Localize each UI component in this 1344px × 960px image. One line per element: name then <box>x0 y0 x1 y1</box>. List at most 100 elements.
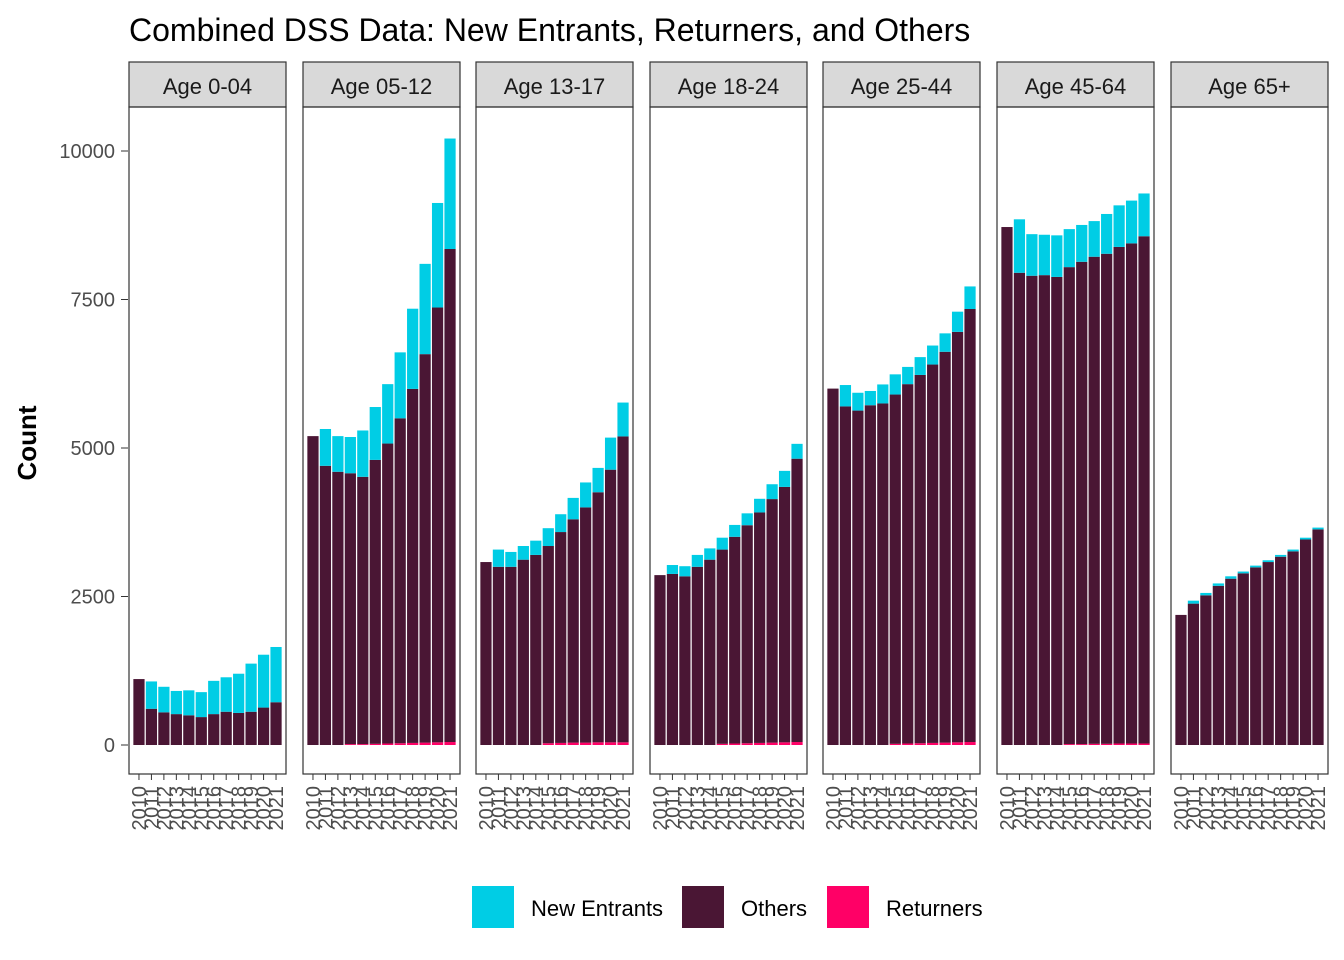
y-axis: 0 2500 5000 7500 10000 <box>59 141 128 757</box>
bar-new-entrants <box>369 407 381 460</box>
bar-others <box>1051 276 1063 745</box>
bar-others <box>492 566 505 745</box>
bar-new-entrants <box>270 646 282 703</box>
x-tick-label: 2016 <box>1072 786 1094 831</box>
x-tick-label: 2015 <box>712 786 734 831</box>
chart-title: Combined DSS Data: New Entrants, Returne… <box>129 12 970 48</box>
bar-others <box>431 307 444 743</box>
x-tick-label: 2019 <box>1283 786 1305 831</box>
bar-others <box>245 711 257 745</box>
x-tick-label: 2010 <box>997 786 1019 831</box>
x-tick-label: 2014 <box>700 786 722 831</box>
bar-new-entrants <box>1187 600 1200 604</box>
facet-panel: Age 05-122010201120122013201420152016201… <box>302 61 462 831</box>
x-tick-label: 2015 <box>191 786 213 831</box>
bar-returners <box>592 742 604 745</box>
bar-new-entrants <box>1275 554 1287 557</box>
bar-new-entrants <box>419 263 431 355</box>
x-tick-label: 2017 <box>1258 786 1280 831</box>
bar-new-entrants <box>592 467 604 493</box>
bar-returners <box>444 742 456 745</box>
facet-panel: Age 65+201020112012201320142015201620172… <box>1170 61 1330 831</box>
bar-others <box>444 249 456 743</box>
x-tick-label: 2012 <box>1022 786 1044 831</box>
bar-new-entrants <box>319 428 332 466</box>
bar-returners <box>369 743 381 745</box>
bar-others <box>344 473 356 745</box>
bar-new-entrants <box>741 513 753 526</box>
bar-returners <box>902 743 914 745</box>
bar-others <box>778 486 791 743</box>
x-tick-label: 2020 <box>948 786 970 831</box>
bar-others <box>1275 556 1287 745</box>
x-tick-label: 2020 <box>775 786 797 831</box>
facet-panel: Age 45-642010201120122013201420152016201… <box>996 61 1156 831</box>
legend-label: Returners <box>886 896 983 921</box>
bar-new-entrants <box>1088 221 1100 257</box>
x-tick-label: 2013 <box>166 786 188 831</box>
bar-new-entrants <box>145 681 158 709</box>
facet-strip-label: Age 25-44 <box>851 74 953 99</box>
bar-new-entrants <box>220 677 232 712</box>
x-tick-label: 2016 <box>898 786 920 831</box>
bar-others <box>864 405 876 745</box>
bar-returners <box>778 742 791 745</box>
bar-others <box>170 714 182 745</box>
x-tick-label: 2011 <box>1183 786 1205 829</box>
bar-returners <box>407 742 419 745</box>
x-tick-label: 2010 <box>476 786 498 831</box>
legend-swatch <box>682 886 724 928</box>
x-tick-label: 2014 <box>353 786 375 831</box>
bar-others <box>307 436 319 745</box>
bar-others <box>158 712 170 745</box>
bar-others <box>679 576 691 745</box>
bar-others <box>914 374 926 744</box>
bar-new-entrants <box>939 333 951 352</box>
y-tick-label: 10000 <box>59 141 115 163</box>
legend-item: New Entrants <box>472 886 663 928</box>
bar-new-entrants <box>505 551 517 567</box>
facet-strip-label: Age 18-24 <box>678 74 780 99</box>
x-tick-label: 2019 <box>1109 786 1131 831</box>
facet-panel-border <box>649 106 808 775</box>
bar-others <box>233 712 245 745</box>
bar-others <box>133 679 145 745</box>
x-tick-label: 2019 <box>762 786 784 831</box>
bar-new-entrants <box>1026 234 1038 276</box>
bar-others <box>1088 256 1100 744</box>
facet-strip <box>1170 61 1329 108</box>
bar-returners <box>1138 743 1150 745</box>
facet-panel-border <box>302 106 461 775</box>
bar-returners <box>382 743 394 745</box>
bar-new-entrants <box>208 680 220 715</box>
bar-others <box>1125 243 1138 744</box>
facet-panels: Age 0-0420102011201220132014201520162017… <box>128 61 1330 831</box>
bar-others <box>889 394 901 744</box>
bar-new-entrants <box>517 546 529 560</box>
bar-others <box>580 507 592 743</box>
bar-new-entrants <box>1312 527 1324 530</box>
bar-returners <box>951 742 964 745</box>
x-tick-label: 2010 <box>650 786 672 831</box>
bar-new-entrants <box>1138 193 1150 237</box>
x-tick-label: 2019 <box>415 786 437 831</box>
x-tick-label: 2018 <box>923 786 945 831</box>
bar-returners <box>729 743 741 745</box>
bar-others <box>654 575 666 745</box>
facet-panel-border <box>822 106 981 775</box>
bar-others <box>1237 573 1249 745</box>
facet-panel-border <box>996 106 1155 775</box>
x-tick-label: 2014 <box>526 786 548 831</box>
bar-new-entrants <box>1262 560 1274 563</box>
bar-returners <box>567 742 579 745</box>
x-tick-label: 2012 <box>675 786 697 831</box>
bar-others <box>567 519 579 743</box>
facet-panel: Age 25-442010201120122013201420152016201… <box>822 61 982 831</box>
bar-others <box>357 476 369 745</box>
bar-new-entrants <box>927 345 939 365</box>
bar-new-entrants <box>431 202 444 308</box>
bar-new-entrants <box>1200 592 1212 596</box>
facet-strip-label: Age 05-12 <box>331 74 433 99</box>
bar-new-entrants <box>1287 549 1299 552</box>
